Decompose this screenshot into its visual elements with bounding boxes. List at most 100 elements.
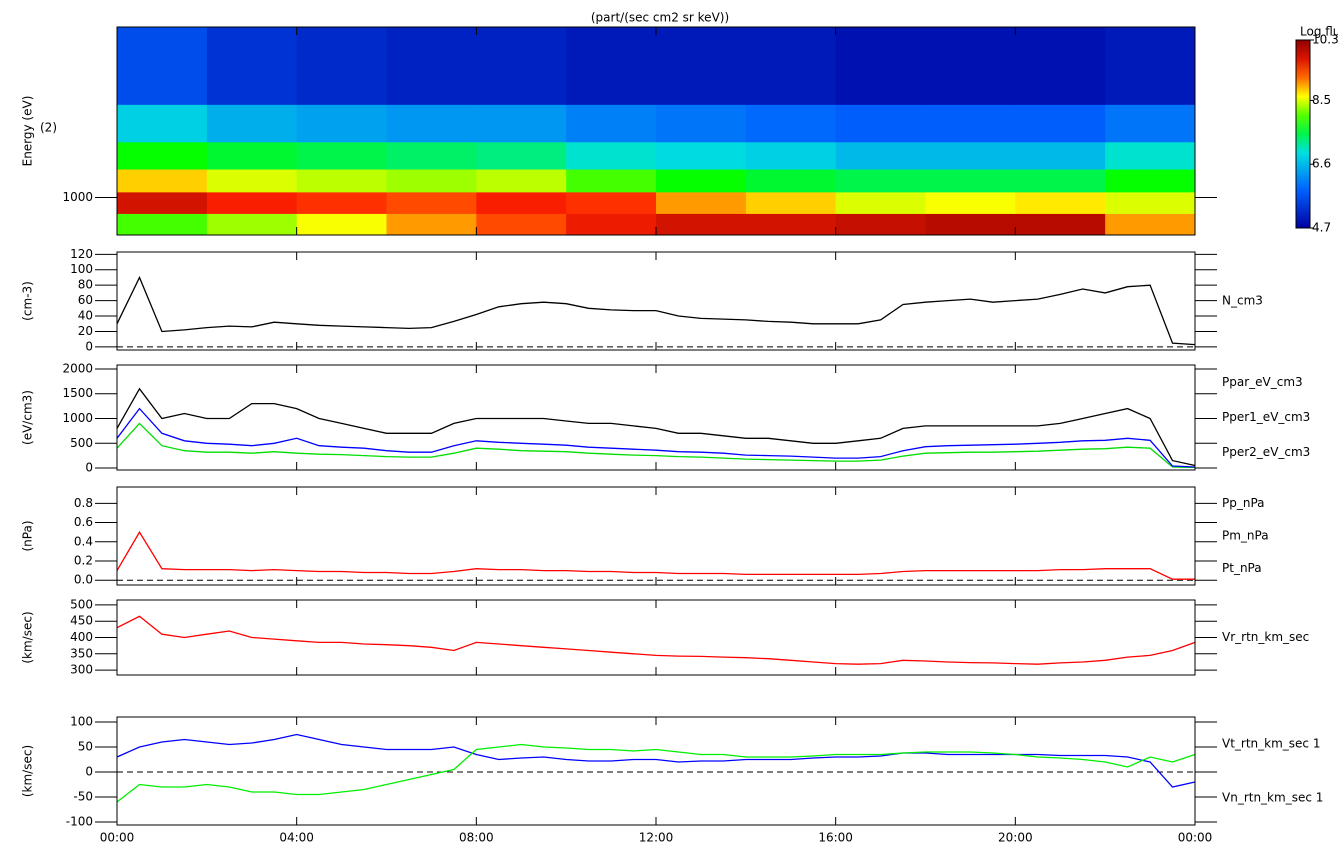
y-tick-label: 0.4: [74, 534, 93, 548]
spectrogram-cell: [656, 192, 746, 214]
legend-label: N_cm3: [1222, 294, 1263, 308]
spectrogram-cell: [297, 213, 387, 235]
spectrogram-cell: [746, 169, 836, 192]
legend-label: Vr_rtn_km_sec: [1222, 630, 1309, 644]
spectrogram-cell: [387, 169, 477, 192]
y-tick-label: 50: [78, 740, 93, 754]
y-tick-label: 0.8: [74, 496, 93, 510]
page: (part/(sec cm2 sr keV)) Log flux (2) 10.…: [0, 0, 1338, 846]
spectrogram-cell: [387, 192, 477, 214]
spectrogram-cell: [836, 142, 926, 170]
y-tick-label: 500: [70, 436, 93, 450]
spectrogram-cell: [117, 142, 207, 170]
spectrogram-cell: [566, 169, 656, 192]
y-tick-label: 0.6: [74, 515, 93, 529]
series-line: [117, 389, 1195, 466]
y-tick-label: 0.2: [74, 553, 93, 567]
y-axis-label: (cm-3): [21, 281, 35, 321]
x-tick-label: 00:00: [1178, 831, 1213, 845]
series-line: [117, 423, 1195, 467]
spectrogram-cell: [476, 27, 566, 105]
series-line: [117, 409, 1195, 467]
x-tick-label: 12:00: [639, 831, 674, 845]
y-tick-label: 0.0: [74, 573, 93, 587]
spectrogram-cell: [476, 104, 566, 142]
spectrogram-cell: [297, 142, 387, 170]
spectrogram-cell: [207, 213, 297, 235]
spectrogram-cell: [207, 169, 297, 192]
legend-label: Pt_nPa: [1222, 561, 1262, 575]
y-tick-label: 2000: [62, 361, 93, 375]
x-tick-label: 16:00: [818, 831, 853, 845]
spectrogram-cell: [566, 192, 656, 214]
y-axis-label: (eV/cm3): [21, 390, 35, 445]
y-tick-label: 1500: [62, 386, 93, 400]
spectrogram-cell: [1105, 169, 1195, 192]
spectrogram-cell: [926, 192, 1016, 214]
y-tick-label: 350: [70, 646, 93, 660]
spectrogram-cell: [656, 104, 746, 142]
spectrogram-cell: [746, 213, 836, 235]
spectrogram-cell: [1105, 213, 1195, 235]
spectrogram-cell: [836, 169, 926, 192]
y-tick-label: 450: [70, 614, 93, 628]
spectrogram-cell: [476, 142, 566, 170]
colorbar-tick-label: 4.7: [1312, 221, 1331, 235]
y-tick-label: 100: [70, 262, 93, 276]
spectrogram-cell: [836, 104, 926, 142]
legend-label: Vn_rtn_km_sec 1: [1222, 791, 1323, 805]
spectrogram-cell: [1105, 104, 1195, 142]
spectrogram-cell: [746, 104, 836, 142]
y-tick-label: -100: [66, 815, 93, 829]
spectrogram-cell: [1105, 27, 1195, 105]
spectrogram-cell: [926, 104, 1016, 142]
y-tick-label: 20: [78, 324, 93, 338]
colorbar-tick-label: 6.6: [1312, 157, 1331, 171]
spectrogram-cell: [387, 104, 477, 142]
x-tick-label: 04:00: [279, 831, 314, 845]
spectrogram-cell: [746, 142, 836, 170]
spectrogram-cell: [656, 142, 746, 170]
legend-label: Pper1_eV_cm3: [1222, 410, 1310, 424]
spectrogram-cell: [656, 213, 746, 235]
panel-frame: [117, 252, 1195, 350]
plot: (part/(sec cm2 sr keV)) Log flux (2) 10.…: [0, 0, 1338, 846]
legend-label: Pm_nPa: [1222, 529, 1269, 543]
series-line: [117, 745, 1195, 803]
spectrogram-cell: [476, 213, 566, 235]
y-tick-label: 0: [85, 765, 93, 779]
spectrogram-cell: [476, 169, 566, 192]
y-tick-label: 1000: [62, 190, 93, 204]
spectrogram-cell: [1015, 169, 1105, 192]
series-line: [117, 278, 1195, 345]
spectrogram-cell: [836, 192, 926, 214]
spectrogram-cell: [297, 192, 387, 214]
spectrogram-cell: [566, 27, 656, 105]
legend-label: Ppar_eV_cm3: [1222, 375, 1303, 389]
y-tick-label: 400: [70, 630, 93, 644]
spectrogram-cell: [1105, 142, 1195, 170]
spectrogram-cell: [926, 213, 1016, 235]
panel-frame: [117, 365, 1195, 470]
spectrogram-cell: [207, 104, 297, 142]
spectrogram-cell: [836, 213, 926, 235]
spectrogram-cell: [656, 27, 746, 105]
legend-label: Pp_nPa: [1222, 496, 1265, 510]
y-axis-label: (km/sec): [21, 745, 35, 797]
spectrogram-cell: [117, 192, 207, 214]
spectrogram-cell: [566, 213, 656, 235]
x-tick-label: 00:00: [100, 831, 135, 845]
spectrogram-cell: [387, 142, 477, 170]
y-tick-label: 0: [85, 461, 93, 475]
y-tick-label: 300: [70, 663, 93, 677]
spectrogram-cell: [746, 27, 836, 105]
spectrogram-cell: [1105, 192, 1195, 214]
spectrogram-cell: [297, 169, 387, 192]
spectrogram-cell: [656, 169, 746, 192]
colorbar-tick-label: 8.5: [1312, 93, 1331, 107]
y-axis-label: Energy (eV): [21, 96, 35, 167]
series-line: [117, 735, 1195, 788]
spectrogram-cell: [1015, 192, 1105, 214]
colorbar: [1296, 40, 1310, 228]
spectrogram-cell: [1015, 27, 1105, 105]
